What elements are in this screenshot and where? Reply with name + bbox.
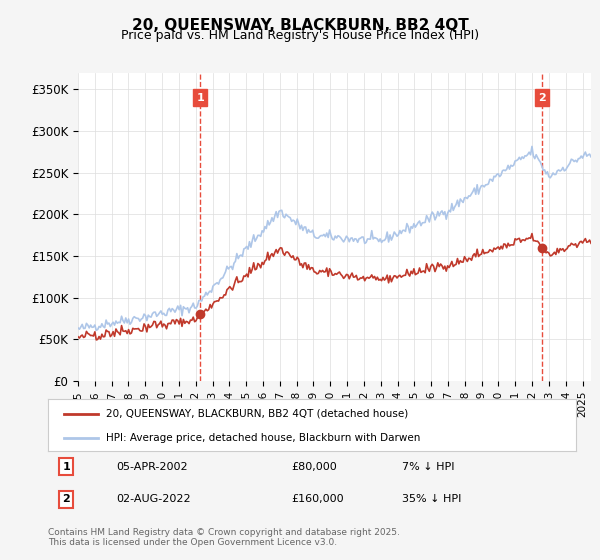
Text: 05-APR-2002: 05-APR-2002 xyxy=(116,461,188,472)
Text: 35% ↓ HPI: 35% ↓ HPI xyxy=(402,494,461,505)
Text: 20, QUEENSWAY, BLACKBURN, BB2 4QT (detached house): 20, QUEENSWAY, BLACKBURN, BB2 4QT (detac… xyxy=(106,409,409,419)
Text: 2: 2 xyxy=(62,494,70,505)
Text: Price paid vs. HM Land Registry's House Price Index (HPI): Price paid vs. HM Land Registry's House … xyxy=(121,29,479,42)
Text: £160,000: £160,000 xyxy=(291,494,344,505)
Text: Contains HM Land Registry data © Crown copyright and database right 2025.
This d: Contains HM Land Registry data © Crown c… xyxy=(48,528,400,547)
Text: 1: 1 xyxy=(62,461,70,472)
Text: HPI: Average price, detached house, Blackburn with Darwen: HPI: Average price, detached house, Blac… xyxy=(106,433,421,443)
Text: 2: 2 xyxy=(538,93,546,103)
Text: 02-AUG-2022: 02-AUG-2022 xyxy=(116,494,191,505)
Text: 7% ↓ HPI: 7% ↓ HPI xyxy=(402,461,454,472)
Text: 1: 1 xyxy=(196,93,204,103)
Text: 20, QUEENSWAY, BLACKBURN, BB2 4QT: 20, QUEENSWAY, BLACKBURN, BB2 4QT xyxy=(131,18,469,33)
Text: £80,000: £80,000 xyxy=(291,461,337,472)
